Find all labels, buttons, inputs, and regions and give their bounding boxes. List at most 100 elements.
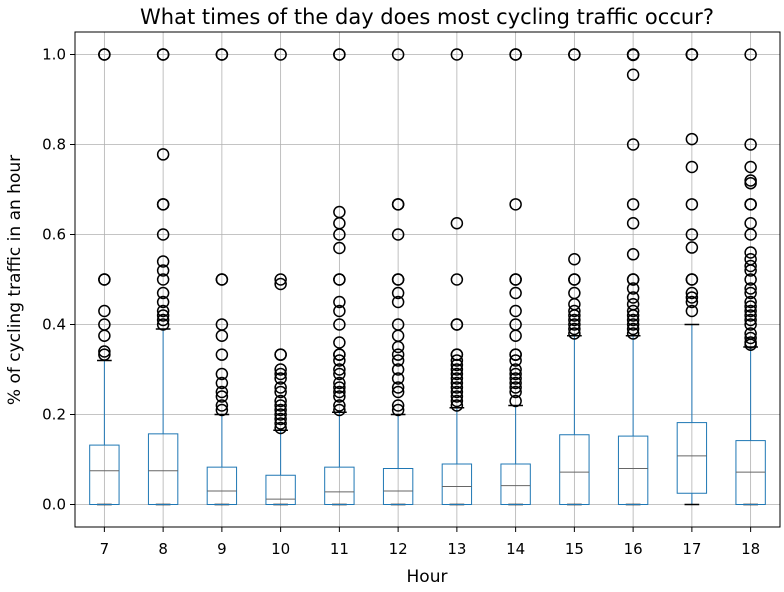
x-tick-label: 11 — [330, 540, 349, 558]
outlier-point — [626, 48, 640, 61]
box-hour-17 — [676, 48, 708, 506]
outlier-point — [274, 385, 287, 399]
outlier-point — [626, 198, 640, 211]
outlier-point — [333, 376, 346, 390]
outlier-point — [333, 273, 346, 286]
outlier-point — [626, 291, 640, 304]
outlier-point — [391, 228, 405, 241]
outlier-point — [450, 318, 464, 331]
outlier-point — [391, 403, 405, 417]
outlier-point — [685, 160, 699, 174]
iqr-box — [324, 466, 355, 505]
outlier-point — [450, 217, 464, 230]
outlier-point — [333, 48, 346, 61]
x-tick-label: 18 — [741, 540, 760, 558]
outlier-point — [215, 48, 229, 61]
x-tick-label: 15 — [565, 540, 584, 558]
outlier-point — [156, 318, 170, 331]
outlier-point — [156, 148, 170, 161]
outlier-point — [156, 295, 170, 309]
outlier-point — [568, 327, 581, 340]
outlier-point — [744, 259, 757, 273]
y-axis-label: % of cycling traffic in an hour — [5, 155, 25, 405]
y-tick-label: 0.2 — [42, 406, 66, 424]
outlier-point — [98, 345, 111, 358]
outlier-point — [391, 385, 405, 399]
outlier-point — [156, 304, 170, 318]
outlier-point — [744, 331, 757, 345]
outlier-point — [333, 336, 346, 349]
outlier-point — [626, 298, 640, 311]
outlier-point — [98, 348, 111, 361]
iqr-box — [617, 435, 649, 506]
outlier-point — [626, 68, 640, 81]
iqr-box — [382, 468, 414, 505]
y-tick-label: 0.0 — [42, 496, 66, 514]
outlier-point — [450, 48, 464, 61]
y-tick-label: 0.8 — [42, 136, 66, 154]
outlier-point — [215, 385, 229, 399]
iqr-box — [265, 474, 296, 505]
iqr-box — [500, 463, 531, 505]
outlier-point — [98, 304, 111, 318]
outlier-point — [333, 367, 346, 381]
outlier-point — [568, 253, 581, 266]
outlier-point — [450, 348, 464, 361]
outlier-point — [568, 322, 581, 336]
outlier-point — [509, 198, 522, 211]
outlier-point — [156, 48, 170, 61]
outlier-point — [274, 403, 287, 417]
outlier-point — [626, 327, 640, 340]
outlier-point — [744, 286, 757, 300]
outlier-point — [391, 48, 405, 61]
outlier-point — [509, 318, 522, 331]
outlier-point — [333, 403, 346, 417]
outlier-point — [274, 363, 287, 376]
box-hour-10 — [265, 48, 296, 506]
box-hour-13 — [441, 48, 473, 506]
outlier-point — [509, 304, 522, 318]
outlier-point — [744, 318, 757, 331]
outlier-point — [98, 273, 111, 286]
outlier-point — [685, 304, 699, 318]
outlier-point — [391, 399, 405, 412]
outlier-point — [450, 354, 464, 367]
outlier-point — [744, 253, 757, 266]
outlier-point — [215, 403, 229, 417]
outlier-point — [509, 394, 522, 408]
outlier-point — [391, 348, 405, 361]
outlier-point — [156, 309, 170, 322]
outlier-point — [744, 174, 757, 187]
outlier-point — [274, 394, 287, 408]
outlier-point — [391, 295, 405, 309]
box-hour-16 — [617, 48, 649, 506]
outlier-point — [274, 399, 287, 412]
outlier-point — [333, 318, 346, 331]
iqr-box — [89, 444, 120, 506]
outlier-point — [450, 394, 464, 408]
x-tick-label: 7 — [100, 540, 110, 558]
outlier-point — [333, 241, 346, 255]
outlier-point — [626, 282, 640, 295]
y-tick-label: 1.0 — [42, 46, 66, 64]
outlier-point — [333, 354, 346, 367]
iqr-box — [206, 466, 238, 505]
iqr-box — [676, 422, 708, 494]
outlier-point — [626, 217, 640, 230]
outlier-point — [215, 399, 229, 412]
outlier-point — [156, 286, 170, 300]
outlier-point — [274, 372, 287, 385]
outlier-point — [274, 367, 287, 381]
box-hour-9 — [206, 48, 238, 506]
outlier-point — [626, 313, 640, 327]
outlier-point — [391, 363, 405, 376]
outlier-point — [509, 372, 522, 385]
y-tick-label: 0.4 — [42, 316, 66, 334]
outlier-point — [450, 385, 464, 399]
box-layer — [89, 48, 766, 506]
outlier-point — [685, 241, 699, 254]
outlier-point — [744, 313, 757, 327]
outlier-point — [626, 273, 640, 286]
outlier-point — [744, 295, 757, 309]
outlier-point — [568, 273, 581, 286]
